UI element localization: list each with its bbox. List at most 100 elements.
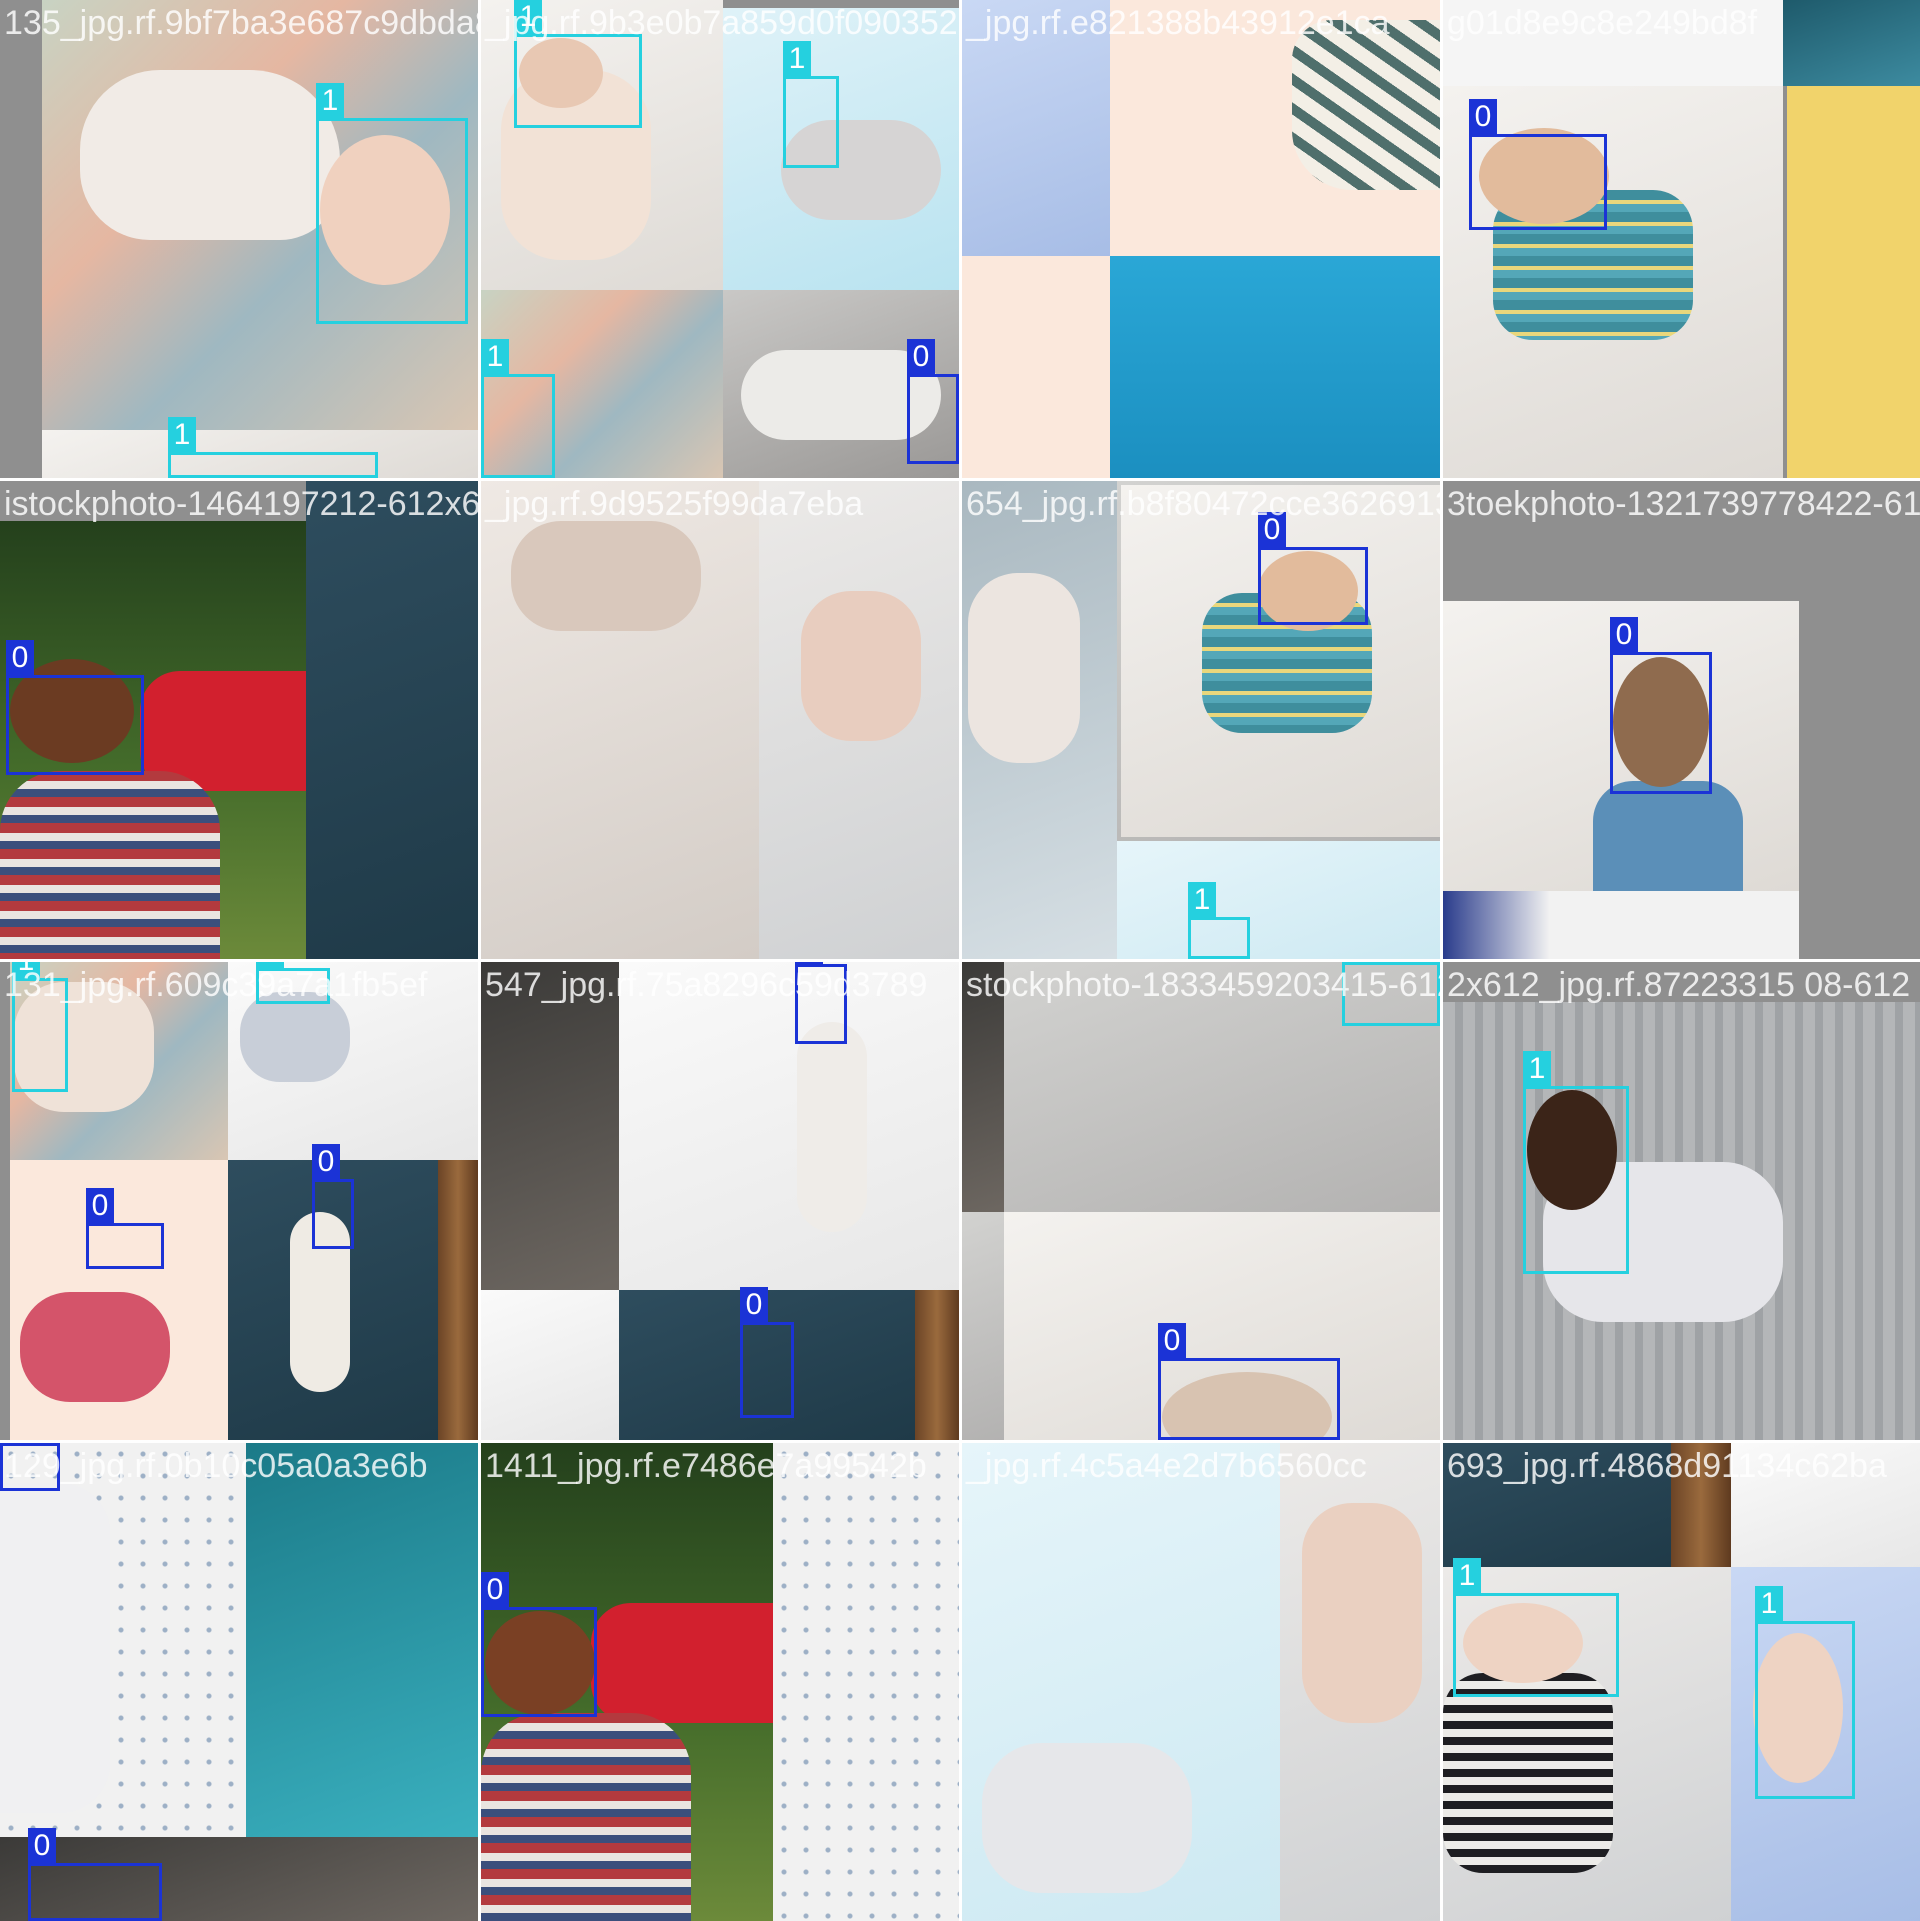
tile-filename: 131_jpg.rf.609c39a7a1fb5ef xyxy=(4,966,428,1004)
tile-photo xyxy=(306,481,478,959)
bbox-label: 0 xyxy=(1258,512,1286,547)
baby-body xyxy=(1593,781,1743,891)
bbox-label: 1 xyxy=(256,962,284,968)
bbox-class-1: 1 xyxy=(168,417,378,478)
bbox-label: 1 xyxy=(316,83,344,118)
tile-2: _jpg.rf.e821388b43912e1ca xyxy=(962,0,1440,478)
baby-head xyxy=(1162,1372,1332,1440)
baby-body xyxy=(0,771,220,959)
tile-14: _jpg.rf.4c5a4e2d7b6560cc xyxy=(962,1443,1440,1921)
tile-15: 1 1 693_jpg.rf.4868d91134c62ba xyxy=(1443,1443,1920,1921)
bbox-class-1: 1 xyxy=(12,962,68,1092)
bbox-label: 1 xyxy=(1453,1558,1481,1593)
bbox-label: 1 xyxy=(1755,1586,1783,1621)
tile-photo xyxy=(481,1290,619,1440)
red-slide xyxy=(591,1603,773,1723)
bbox-label: 1 xyxy=(1188,882,1216,917)
tile-photo xyxy=(1783,0,1920,86)
bbox-class-1: 1 xyxy=(1755,1586,1855,1799)
baby-head xyxy=(1463,1603,1583,1683)
baby-figure xyxy=(20,1292,170,1402)
bbox-class-0: 0 xyxy=(6,640,144,775)
tile-12: 0 0 129_jpg.rf.0b10c05a0a3e6b xyxy=(0,1443,478,1921)
tile-filename: _jpg.rf.9d9525f99da7eba xyxy=(485,485,864,523)
tile-photo xyxy=(962,256,1110,478)
baby-head xyxy=(320,135,450,285)
bbox-label: 0 xyxy=(86,1188,114,1223)
bbox-class-0: 0 xyxy=(481,1572,597,1717)
baby-figure xyxy=(781,120,941,220)
tile-11: 1 2x612_jpg.rf.87223315 08-612 xyxy=(1443,962,1920,1440)
tile-filename: 547_jpg.rf.75a8296c59d3789 xyxy=(485,966,928,1004)
bbox-class-0: 0 xyxy=(1610,617,1712,794)
baby-head xyxy=(1527,1090,1617,1210)
bbox-label: 0 xyxy=(481,1572,509,1607)
bbox-label: 0 xyxy=(28,1828,56,1863)
tile-photo xyxy=(962,962,1004,1212)
bbox-label: 0 xyxy=(1610,617,1638,652)
bbox-class-0: 0 xyxy=(1469,99,1607,230)
baby-figure xyxy=(290,1212,350,1392)
bbox-class-1: 1 xyxy=(316,83,468,324)
tile-filename: _jpg.rf.9b3e0b7a859d0f0903527 xyxy=(485,4,959,42)
tile-filename: g01d8e9c8e249bd8f xyxy=(1447,4,1758,42)
tile-1: 1 1 1 0 _jpg.rf.9b3e0b7a859d0f0903527 xyxy=(481,0,959,478)
striped-clothing xyxy=(1292,20,1440,190)
bbox-class-1: 1 xyxy=(1523,1051,1629,1274)
tile-10: 1 0 stockphoto-1833459203415-612 xyxy=(962,962,1440,1440)
bbox-label: 0 xyxy=(1469,99,1497,134)
tile-photo xyxy=(1731,1443,1920,1567)
bbox-class-0: 0 xyxy=(86,1188,164,1269)
bbox-label: 1 xyxy=(514,0,542,34)
baby-figure xyxy=(0,1483,110,1813)
bbox-class-0: 0 xyxy=(312,1144,354,1249)
bbox-class-0: 0 xyxy=(1258,512,1368,625)
baby-head xyxy=(1258,551,1358,631)
bbox-class-0: 0 xyxy=(795,962,847,1044)
bbox-class-0: 0 xyxy=(907,339,959,464)
tile-0: 1 1 135_jpg.rf.9bf7ba3e687c9dbda8e8b8e05… xyxy=(0,0,478,478)
bbox-label: 1 xyxy=(168,417,196,452)
bbox-class-1: 1 xyxy=(1188,882,1250,959)
bbox-label: 1 xyxy=(481,339,509,374)
tile-photo xyxy=(481,290,723,478)
tile-filename: _jpg.rf.e821388b43912e1ca xyxy=(966,4,1390,42)
tile-filename: 135_jpg.rf.9bf7ba3e687c9dbda8e8b8e05b6e5… xyxy=(4,4,478,42)
tile-photo xyxy=(1671,1443,1731,1567)
bbox-label: 0 xyxy=(312,1144,340,1179)
tile-4: 0 istockphoto-1464197212-612x612_jpg.rf.… xyxy=(0,481,478,959)
baby-head xyxy=(1613,657,1709,787)
tile-8: 1 1 0 0 131_jpg.rf.609c39a7a1fb5ef xyxy=(0,962,478,1440)
bbox-class-1: 1 xyxy=(514,0,642,128)
tile-photo xyxy=(0,1837,478,1921)
bbox-class-1: 1 xyxy=(481,339,555,478)
tile-filename: 654_jpg.rf.b8f80472cce3626913 xyxy=(966,485,1440,523)
tile-filename: 693_jpg.rf.4868d91134c62ba xyxy=(1447,1447,1887,1485)
tile-photo xyxy=(773,1443,959,1921)
baby-body xyxy=(481,1713,691,1921)
baby-figure xyxy=(797,1022,867,1232)
tile-photo xyxy=(481,962,619,1290)
baby-body xyxy=(1443,1673,1613,1873)
tile-6: 0 1 654_jpg.rf.b8f80472cce3626913 xyxy=(962,481,1440,959)
bbox-label: 0 xyxy=(740,1287,768,1322)
tile-filename: _jpg.rf.4c5a4e2d7b6560cc xyxy=(966,1447,1367,1485)
tile-photo xyxy=(1004,962,1440,1212)
tile-filename: 129_jpg.rf.0b10c05a0a3e6b xyxy=(4,1447,428,1485)
baby-figure xyxy=(240,992,350,1082)
baby-feet xyxy=(801,591,921,741)
bbox-class-0: 0 xyxy=(740,1287,794,1418)
baby-feet xyxy=(1302,1503,1422,1723)
tile-filename: 3toekphoto-1321739778422-612 xyxy=(1447,485,1920,523)
tile-photo xyxy=(438,1160,478,1440)
bbox-class-1: 1 xyxy=(256,962,330,1004)
baby-figure xyxy=(80,70,340,240)
baby-head xyxy=(485,1611,595,1715)
tile-filename: 2x612_jpg.rf.87223315 08-612 xyxy=(1447,966,1911,1004)
tile-photo xyxy=(1443,1443,1671,1567)
bbox-class-0: 0 xyxy=(0,1443,60,1491)
tile-3: 0 g01d8e9c8e249bd8f xyxy=(1443,0,1920,478)
bbox-class-1: 1 xyxy=(1342,962,1440,1026)
tile-photo xyxy=(1117,841,1440,959)
